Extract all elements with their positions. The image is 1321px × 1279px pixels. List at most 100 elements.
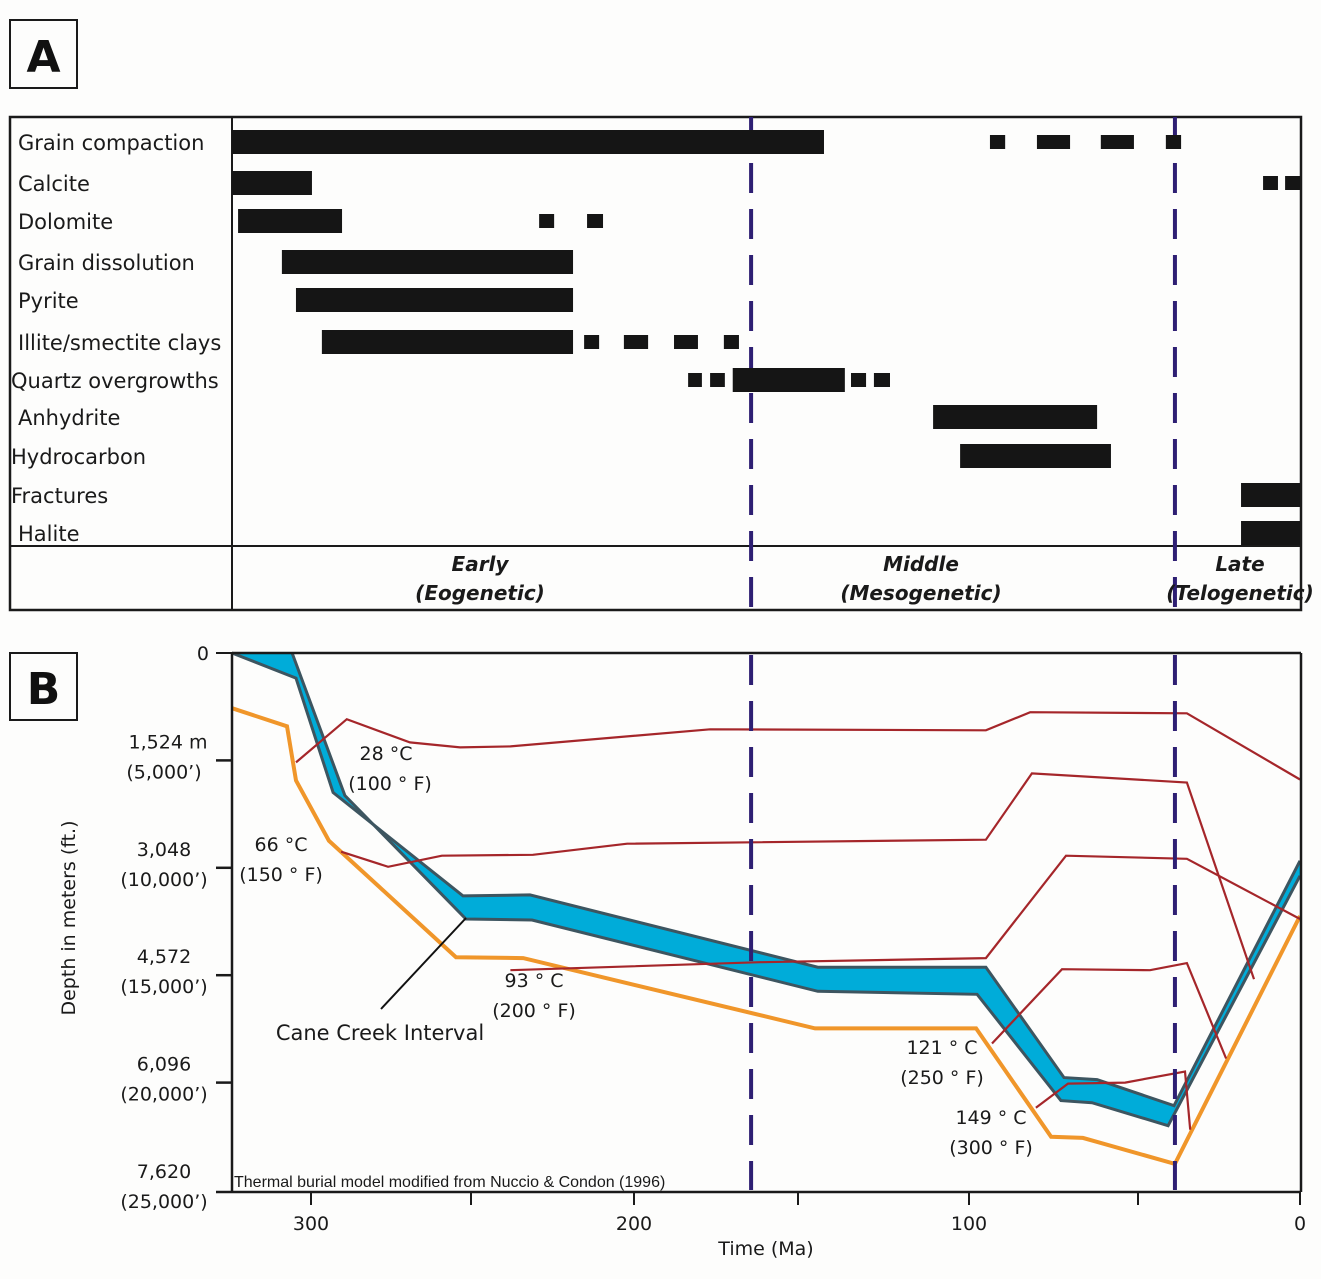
- stage-label-sub: (Eogenetic): [415, 581, 545, 605]
- annotation-28c: 28 °C (100 ° F): [348, 743, 432, 795]
- cane-creek-base-edge: [290, 652, 1302, 1128]
- x-tick-label: 200: [616, 1213, 652, 1235]
- row-label: Dolomite: [18, 210, 113, 234]
- annotation-93c-celsius: 93 ° C: [504, 970, 563, 992]
- y-tick-label: 4,572: [137, 946, 191, 968]
- isotherm-line: [991, 961, 1228, 1059]
- bar-dash: [1036, 135, 1071, 149]
- bar-dot: [587, 214, 604, 228]
- annotation-149c-fahrenheit: (300 ° F): [949, 1137, 1033, 1159]
- stage-label-sub: (Telogenetic): [1166, 581, 1313, 605]
- annotation-28c-fahrenheit: (100 ° F): [348, 773, 432, 795]
- row-label: Anhydrite: [18, 406, 120, 430]
- timeline-row: [281, 250, 574, 274]
- stage-label-name: Middle: [883, 552, 959, 576]
- timeline-row: [688, 368, 890, 392]
- panel-a-row-labels: Grain compaction Calcite Dolomite Grain dis…: [11, 131, 221, 546]
- stage-label-sub: (Mesogenetic): [840, 581, 1001, 605]
- timeline-row: [1241, 521, 1300, 545]
- panel-b-plot: [231, 651, 1302, 1190]
- bar-dash: [623, 335, 649, 349]
- bar-solid: [960, 444, 1111, 468]
- cane-creek-leader-line: [380, 917, 467, 1010]
- annotation-121c-fahrenheit: (250 ° F): [900, 1067, 984, 1089]
- stage-label-name: Early: [452, 552, 510, 576]
- timeline-row: [933, 405, 1098, 429]
- bar-dash: [584, 335, 600, 349]
- bar-dash: [1100, 135, 1134, 149]
- annotation-149c: 149 ° C (300 ° F): [949, 1107, 1033, 1159]
- timeline-row: [321, 330, 739, 354]
- y-tick-sublabel: (10,000’): [120, 869, 207, 891]
- isotherm-line: [295, 711, 1301, 781]
- bar-dash: [688, 373, 702, 387]
- panel-b-letter: B: [27, 664, 61, 715]
- y-tick-label: 0: [197, 643, 209, 665]
- row-label: Grain dissolution: [18, 251, 195, 275]
- timeline-row: [232, 171, 1300, 195]
- y-axis-label: Depth in meters (ft.): [58, 820, 80, 1015]
- isotherm-line: [1035, 1070, 1192, 1130]
- bar-dash: [1263, 176, 1278, 190]
- y-tick-label: 6,096: [137, 1054, 191, 1076]
- annotation-93c: 93 ° C (200 ° F): [492, 970, 576, 1022]
- annotation-66c-celsius: 66 °C: [255, 834, 308, 856]
- panel-b-axes: 300 200 100 0 0 1,524 m (5,000’) 3,048 (10,000’)…: [120, 643, 1306, 1235]
- y-tick-sublabel: (25,000’): [120, 1191, 207, 1213]
- isotherm-line: [510, 854, 1301, 972]
- x-tick-label: 0: [1294, 1213, 1306, 1235]
- timeline-row: [1241, 483, 1300, 507]
- bar-dash: [710, 373, 725, 387]
- y-tick-sublabel: (20,000’): [120, 1084, 207, 1106]
- annotation-66c: 66 °C (150 ° F): [239, 834, 323, 886]
- x-tick-label: 300: [293, 1213, 329, 1235]
- bar-dash: [723, 335, 739, 349]
- bar-solid: [732, 368, 845, 392]
- y-tick-sublabel: (15,000’): [120, 976, 207, 998]
- cane-creek-label: Cane Creek Interval: [276, 1021, 484, 1045]
- panel-a-bars: [232, 130, 1300, 545]
- panel-b-label: B: [9, 652, 78, 721]
- x-tick-label: 100: [951, 1213, 987, 1235]
- timeline-row: [960, 444, 1111, 468]
- panel-a-stage-labels: Early (Eogenetic) Middle (Mesogenetic) Late (…: [415, 552, 1314, 605]
- row-label: Quartz overgrowths: [11, 369, 219, 393]
- panel-a-letter: A: [26, 32, 60, 83]
- row-label: Illite/smectite clays: [18, 331, 221, 355]
- bar-solid: [238, 209, 343, 233]
- y-tick-label: 1,524 m: [129, 731, 208, 753]
- annotation-121c-celsius: 121 ° C: [906, 1037, 977, 1059]
- source-note: Thermal burial model modified from Nucci…: [234, 1174, 665, 1191]
- row-label: Grain compaction: [18, 131, 204, 155]
- bar-dash: [989, 135, 1006, 149]
- bar-solid: [933, 405, 1098, 429]
- bar-dash: [1285, 176, 1300, 190]
- bar-dash: [851, 373, 867, 387]
- annotation-28c-celsius: 28 °C: [360, 743, 413, 765]
- bar-solid: [1241, 483, 1300, 507]
- row-label: Fractures: [11, 484, 108, 508]
- stage-label-name: Late: [1215, 552, 1264, 576]
- y-tick-label: 7,620: [137, 1161, 191, 1183]
- row-label: Pyrite: [18, 289, 79, 313]
- bar-solid: [295, 288, 574, 312]
- deep-horizon-line: [231, 706, 1302, 1167]
- annotation-93c-fahrenheit: (200 ° F): [492, 1000, 576, 1022]
- row-label: Halite: [18, 522, 79, 546]
- annotation-66c-fahrenheit: (150 ° F): [239, 864, 323, 886]
- annotation-cane-creek: Cane Creek Interval: [276, 917, 484, 1045]
- panel-a-stage-dividers: [749, 117, 1177, 610]
- bar-dot: [539, 214, 555, 228]
- isotherm-line: [340, 772, 1256, 980]
- timeline-row: [295, 288, 574, 312]
- row-label: Hydrocarbon: [11, 445, 146, 469]
- x-axis-label: Time (Ma): [717, 1238, 813, 1260]
- cane-creek-top-edge: [231, 651, 1302, 1108]
- bar-solid: [321, 330, 574, 354]
- bar-solid: [281, 250, 574, 274]
- bar-dash: [873, 373, 890, 387]
- panel-a-frame: [8, 115, 1303, 612]
- bar-dash: [674, 335, 698, 349]
- bar-dash: [1165, 135, 1182, 149]
